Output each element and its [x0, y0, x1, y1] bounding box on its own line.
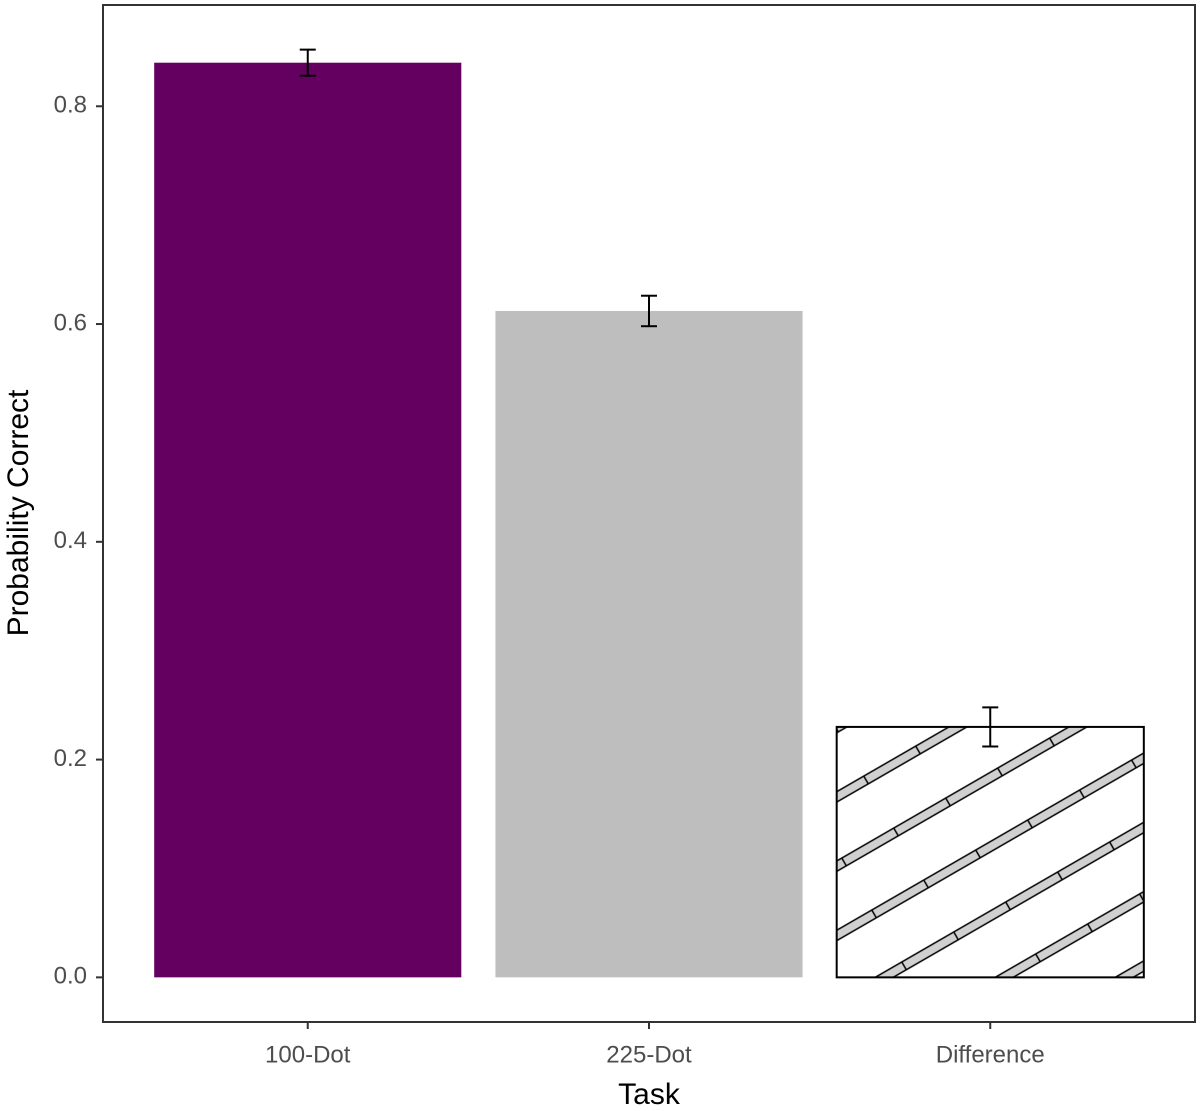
y-tick-label: 0.6	[54, 309, 87, 336]
bar	[154, 62, 462, 978]
x-tick-label: Difference	[936, 1041, 1045, 1068]
y-axis-title: Probability Correct	[2, 389, 35, 636]
x-axis-title: Task	[618, 1078, 681, 1111]
x-tick-label: 225-Dot	[606, 1041, 692, 1068]
error-bar	[982, 706, 999, 748]
y-tick-label: 0.4	[54, 527, 87, 554]
x-tick-label: 100-Dot	[265, 1041, 351, 1068]
bar	[835, 725, 1145, 979]
y-tick-label: 0.8	[54, 92, 87, 119]
bar	[495, 310, 803, 978]
error-bar	[641, 294, 657, 328]
y-tick-label: 0.2	[54, 745, 87, 772]
error-bar	[299, 48, 316, 77]
y-tick-label: 0.0	[54, 963, 87, 990]
